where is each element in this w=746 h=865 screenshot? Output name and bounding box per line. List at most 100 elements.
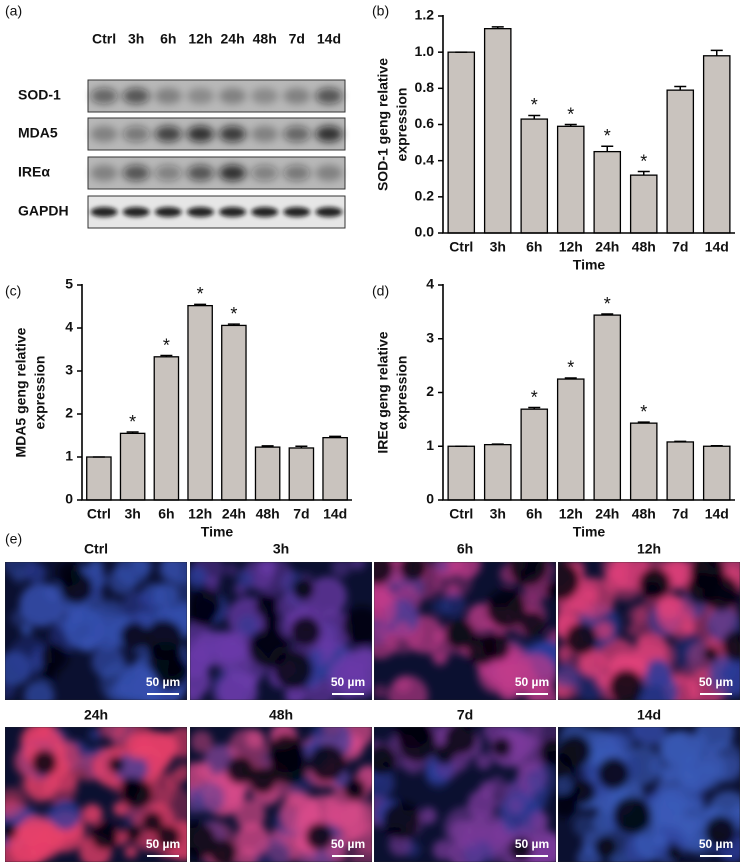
panel-label: (b) [372,3,389,19]
stain-blob [5,787,27,819]
lane-label: 24h [221,31,245,47]
micrograph-label: 3h [273,541,289,557]
micrograph [5,562,187,700]
stain-blob [161,562,187,584]
blot-band [154,88,182,104]
dark-void [558,562,581,601]
stain-blob [192,781,225,814]
blot-band [251,88,279,104]
error-bar [160,354,173,357]
stain-blob [190,664,211,698]
dark-void [254,593,279,618]
stain-blob [676,754,715,793]
blot-bands [90,165,343,181]
micrograph [5,727,187,862]
stain-blob [234,799,266,831]
stain-blob [527,844,555,862]
blot-bands [90,88,343,104]
row-label: SOD-1 [18,87,61,103]
dark-void [120,621,149,651]
y-axis-label: expression [394,356,410,430]
error-bar [528,406,541,410]
dark-void [444,619,476,650]
error-bar [126,431,139,434]
y-tick-label: 3 [65,362,73,378]
dark-void [156,824,181,850]
stain-blob [558,775,573,796]
blot-band [315,165,343,181]
stain-blob [433,629,446,643]
dark-void [248,766,277,795]
y-tick-label: 2 [426,383,434,399]
error-bar [674,440,687,443]
significance-mark: * [129,412,136,432]
blot-band [154,165,182,181]
dark-void [491,736,512,758]
dark-void [374,562,394,585]
blot-band [186,126,214,142]
blot-band [219,165,247,181]
significance-mark: * [640,402,647,422]
stain-blob [253,562,293,596]
blot-band [219,126,247,142]
y-axis-label: MDA5 geng relative [13,327,29,457]
axes [442,284,735,501]
x-tick-label: 24h [222,506,246,522]
stain-blob [307,576,347,617]
bar [119,432,146,501]
dark-void [248,627,290,669]
error-bar [564,123,577,127]
x-tick-label: 14d [705,506,729,522]
lane-label: 7d [289,31,305,47]
x-axis-label: Time [573,524,606,540]
dark-void [190,598,218,628]
stain-blob [81,803,103,825]
y-tick-label: 1.0 [415,43,435,59]
significance-mark: * [230,304,237,324]
micrograph-texture [5,562,187,700]
dark-void [704,815,737,848]
bar [629,174,658,234]
stain-blob [74,754,103,782]
dark-void [593,834,618,860]
stain-blob [594,621,614,640]
micrograph-texture [558,562,740,700]
stain-blob [572,814,596,837]
stain-blob [707,656,740,698]
bar [447,51,476,234]
stain-blob [190,730,213,753]
x-tick-label: Ctrl [449,239,473,255]
bar [187,304,213,501]
stain-blob [349,562,366,571]
dark-void [208,838,238,862]
stain-blob [237,614,259,637]
dark-void [374,744,398,776]
stain-blob [419,807,437,825]
stain-blob [431,597,450,617]
error-bar [491,443,504,445]
error-bar [261,445,274,448]
dark-void [305,822,334,851]
stain-blob [124,731,152,760]
blot-bands [90,207,343,217]
bar [520,408,549,501]
stain-blob [530,811,549,830]
stain-blob [630,727,668,747]
y-tick-label: 0 [426,491,434,507]
y-axis-label: expression [32,356,48,430]
x-tick-label: Ctrl [449,506,473,522]
blot-band [122,88,150,104]
dark-void [291,577,315,601]
stain-blob [692,798,705,812]
error-bar [601,145,614,152]
blot-band [251,165,279,181]
x-tick-label: 12h [559,506,583,522]
y-tick-label: 4 [65,319,73,335]
dark-void [107,756,125,773]
blot-band [186,165,214,181]
stain-blob [42,808,58,823]
x-tick-label: 3h [490,506,506,522]
dark-void [508,562,549,587]
error-bar [710,49,723,56]
x-tick-label: 6h [526,506,542,522]
